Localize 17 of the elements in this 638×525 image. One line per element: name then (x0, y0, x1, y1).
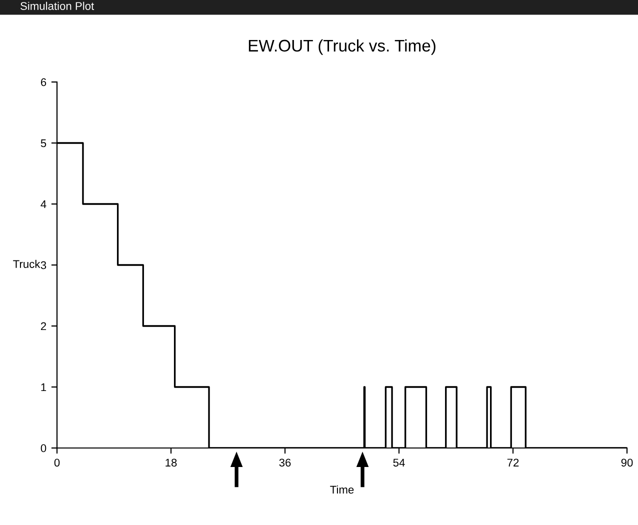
y-tick-label: 0 (40, 444, 46, 452)
x-axis-title: Time (330, 485, 354, 494)
y-tick-label: 2 (40, 322, 46, 330)
y-tick-label: 3 (40, 261, 46, 270)
y-axis-title: Truck (13, 260, 40, 268)
x-tick-label: 72 (507, 458, 519, 466)
x-tick-label: 90 (621, 458, 633, 467)
x-tick-label: 18 (166, 458, 177, 467)
y-tick-label: 1 (41, 383, 46, 392)
x-tick-label: 0 (54, 458, 60, 467)
x-tick-label: 36 (279, 458, 291, 467)
y-tick-label: 6 (40, 78, 46, 86)
chart-title: EW.OUT (Truck vs. Time) (248, 39, 436, 55)
y-tick-label: 5 (40, 139, 46, 148)
x-tick-label: 54 (393, 458, 405, 467)
y-tick-label: 4 (40, 200, 46, 208)
text: Simulation Plot (20, 2, 94, 10)
